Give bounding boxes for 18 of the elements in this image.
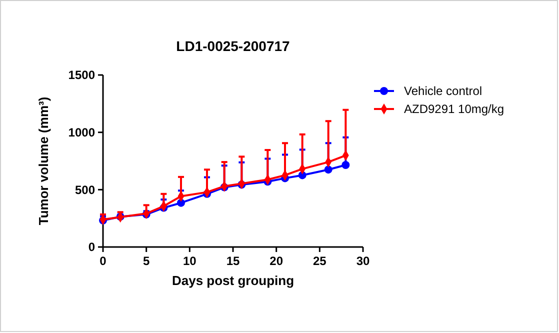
x-tick-label: 15 — [226, 254, 240, 268]
x-axis-title: Days post grouping — [172, 273, 294, 288]
y-tick-label: 500 — [74, 182, 96, 197]
point — [324, 166, 332, 174]
y-tick-label: 1000 — [68, 126, 96, 140]
y-tick-label: 1500 — [68, 68, 96, 82]
x-tick-label: 20 — [270, 254, 284, 268]
legend-label: AZD9291 10mg/kg — [404, 102, 504, 116]
x-tick-label: 5 — [142, 254, 150, 268]
x-tick-label: 10 — [182, 254, 197, 268]
legend-label: Vehicle control — [404, 84, 482, 98]
chart-title: LD1-0025-200717 — [176, 38, 290, 54]
x-tick-label: 25 — [312, 254, 327, 268]
y-tick-label: 0 — [88, 240, 96, 254]
y-axis-title: Tumor volume (mm³) — [36, 96, 51, 226]
x-tick-label: 30 — [356, 254, 370, 268]
point — [342, 161, 350, 170]
x-tick-label: 0 — [100, 254, 107, 268]
